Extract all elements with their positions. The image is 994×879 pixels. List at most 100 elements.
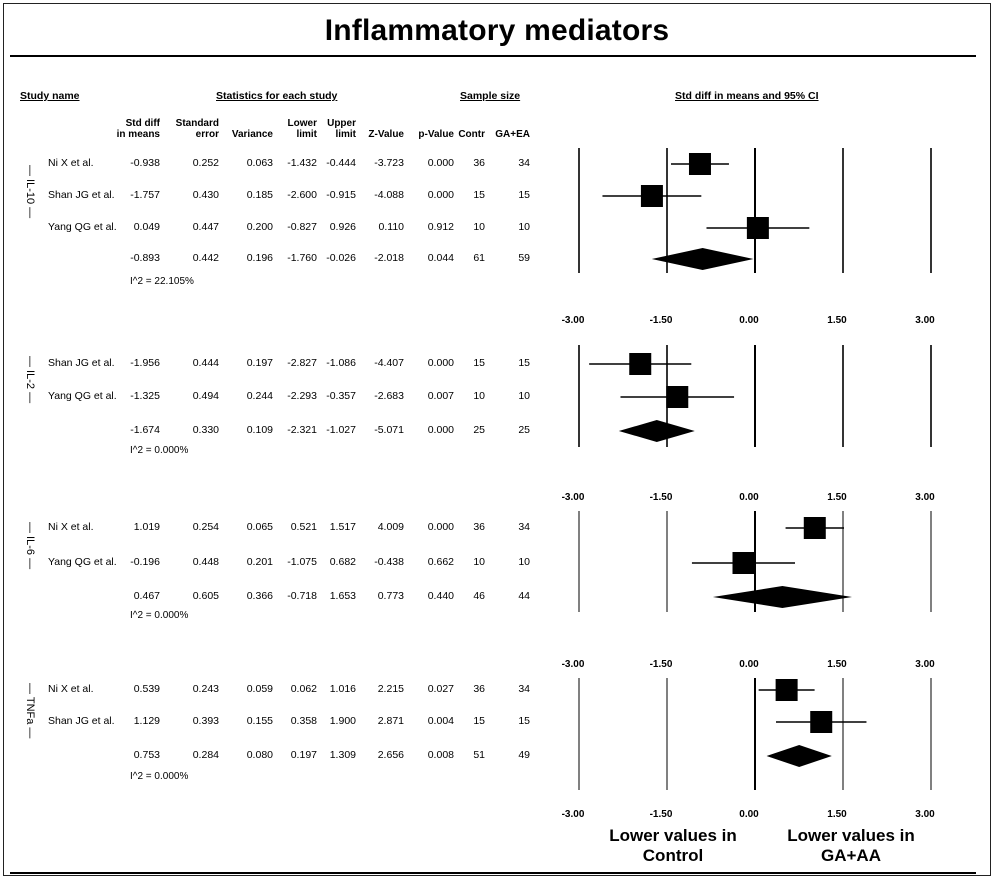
study-name: Shan JG et al.	[48, 715, 115, 727]
summary-cell: 59	[518, 252, 530, 264]
summary-diamond	[651, 248, 754, 270]
table-cell: 34	[518, 157, 530, 169]
header-study-name: Study name	[20, 90, 80, 102]
table-cell: 36	[473, 683, 485, 695]
study-name: Ni X et al.	[48, 521, 94, 533]
table-cell: 0.393	[192, 715, 219, 727]
tick-label: 3.00	[915, 659, 935, 670]
table-cell: -2.600	[287, 189, 317, 201]
table-cell: -0.357	[326, 390, 356, 402]
tick-label: -1.50	[650, 492, 673, 503]
study-marker	[732, 552, 755, 574]
table-cell: 0.000	[427, 521, 454, 533]
summary-cell: -1.027	[326, 424, 356, 436]
heterogeneity-label: I^2 = 22.105%	[130, 276, 194, 287]
table-cell: -1.086	[326, 357, 356, 369]
table-cell: 1.517	[329, 521, 356, 533]
column-header: Variance	[232, 118, 273, 140]
summary-cell: 46	[473, 590, 485, 602]
tick-label: -1.50	[650, 315, 673, 326]
column-header: Z-Value	[368, 118, 404, 140]
summary-cell: 0.197	[290, 749, 317, 761]
summary-cell: 0.080	[246, 749, 273, 761]
table-cell: 0.254	[192, 521, 219, 533]
summary-cell: -0.026	[326, 252, 356, 264]
table-cell: -4.407	[374, 357, 404, 369]
column-header-line: Standard	[175, 118, 219, 129]
tick-label: -3.00	[562, 809, 585, 820]
summary-cell: 0.000	[427, 424, 454, 436]
table-cell: 0.494	[192, 390, 219, 402]
tick-label: -3.00	[562, 492, 585, 503]
table-cell: 15	[473, 357, 485, 369]
table-cell: 0.063	[246, 157, 273, 169]
table-cell: -2.683	[374, 390, 404, 402]
summary-cell: 0.605	[192, 590, 219, 602]
column-header-line: Lower	[287, 118, 317, 129]
summary-cell: 44	[518, 590, 530, 602]
summary-cell: 1.653	[329, 590, 356, 602]
table-cell: 0.065	[246, 521, 273, 533]
summary-cell: -5.071	[374, 424, 404, 436]
column-header-line: Variance	[231, 129, 273, 140]
table-cell: 0.197	[246, 357, 273, 369]
summary-cell: 0.440	[427, 590, 454, 602]
summary-cell: 0.773	[377, 590, 404, 602]
table-cell: 34	[518, 521, 530, 533]
summary-cell: -0.718	[287, 590, 317, 602]
study-marker	[810, 711, 833, 733]
title-rule	[10, 55, 976, 57]
table-cell: 0.358	[290, 715, 317, 727]
table-cell: 34	[518, 683, 530, 695]
table-cell: 0.539	[133, 683, 160, 695]
column-header-line: Z-Value	[368, 129, 404, 140]
column-header-line: limit	[335, 129, 356, 140]
table-cell: -0.827	[287, 221, 317, 233]
summary-cell: 1.309	[329, 749, 356, 761]
summary-cell: 0.109	[246, 424, 273, 436]
table-cell: 0.912	[427, 221, 454, 233]
table-cell: -1.757	[130, 189, 160, 201]
column-header-line: Std diff	[125, 118, 160, 129]
table-cell: 0.444	[192, 357, 219, 369]
column-header-line: p-Value	[418, 129, 454, 140]
summary-cell: 0.366	[246, 590, 273, 602]
tick-label: -3.00	[562, 315, 585, 326]
summary-cell: 0.330	[192, 424, 219, 436]
table-cell: 0.201	[246, 556, 273, 568]
summary-cell: 0.753	[133, 749, 160, 761]
tick-label: 1.50	[827, 492, 847, 503]
table-cell: -1.325	[130, 390, 160, 402]
study-marker	[803, 517, 826, 539]
summary-cell: 61	[473, 252, 485, 264]
table-cell: 0.200	[246, 221, 273, 233]
table-cell: -2.827	[287, 357, 317, 369]
table-cell: 0.430	[192, 189, 219, 201]
tick-label: 0.00	[739, 492, 759, 503]
table-cell: 0.000	[427, 189, 454, 201]
tick-label: 1.50	[827, 809, 847, 820]
tick-label: 0.00	[739, 809, 759, 820]
table-cell: -0.196	[130, 556, 160, 568]
table-cell: 15	[518, 715, 530, 727]
study-marker	[629, 353, 652, 375]
summary-cell: -1.760	[287, 252, 317, 264]
tick-label: 3.00	[915, 492, 935, 503]
table-cell: 0.062	[290, 683, 317, 695]
table-cell: -1.075	[287, 556, 317, 568]
tick-label: -1.50	[650, 659, 673, 670]
table-cell: -0.444	[326, 157, 356, 169]
study-name: Shan JG et al.	[48, 357, 115, 369]
header-sample-size: Sample size	[460, 90, 521, 102]
table-cell: -0.915	[326, 189, 356, 201]
table-cell: 0.059	[246, 683, 273, 695]
heterogeneity-label: I^2 = 0.000%	[130, 445, 189, 456]
tick-label: 0.00	[739, 315, 759, 326]
column-header: Contr	[458, 118, 485, 140]
table-cell: -1.956	[130, 357, 160, 369]
summary-cell: -2.018	[374, 252, 404, 264]
study-marker	[688, 153, 711, 175]
column-header: GA+EA	[495, 118, 530, 140]
table-cell: 0.000	[427, 157, 454, 169]
column-header: Std diff in means	[117, 118, 160, 140]
